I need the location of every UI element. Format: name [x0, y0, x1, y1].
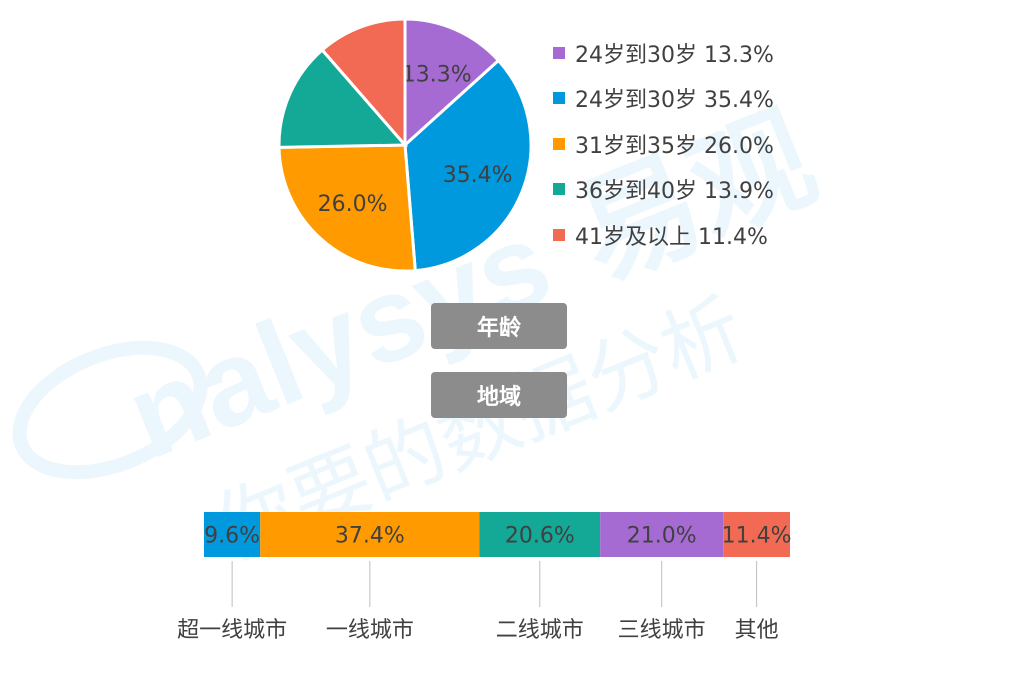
pie-slice — [403, 17, 501, 149]
legend-label: 24岁到30岁 13.3% — [575, 42, 774, 68]
legend-swatch — [553, 137, 565, 150]
legend-item: 41岁及以上 11.4% — [553, 212, 774, 258]
legend-label: 36岁到40岁 13.9% — [575, 179, 774, 205]
legend-swatch — [553, 92, 565, 105]
pie-slice — [277, 47, 409, 149]
legend-swatch — [553, 183, 565, 196]
region-section-label: 地域 — [431, 372, 567, 418]
pie-slice — [403, 58, 533, 273]
age-section-label: 年龄 — [431, 303, 567, 349]
watermark-logo-ring — [12, 340, 208, 480]
legend-label: 24岁到30岁 35.4% — [575, 88, 774, 114]
pie-slice — [277, 143, 417, 273]
age-pie-chart: 13.3% 35.4% 26.0% — [277, 17, 533, 273]
pie-data-label: 26.0% — [318, 192, 388, 217]
pie-data-label: 35.4% — [443, 163, 513, 188]
pie-slice — [320, 17, 407, 150]
age-legend: 24岁到30岁 13.3% 24岁到30岁 35.4% 31岁到35岁 26.0% 3… — [553, 30, 774, 258]
legend-swatch — [553, 46, 565, 59]
legend-label: 41岁及以上 11.4% — [575, 224, 768, 250]
legend-item: 36岁到40岁 13.9% — [553, 167, 774, 213]
pie-data-label: 13.3% — [402, 63, 472, 88]
legend-item: 24岁到30岁 13.3% — [553, 30, 774, 76]
legend-item: 31岁到35岁 26.0% — [553, 121, 774, 167]
legend-item: 24岁到30岁 35.4% — [553, 76, 774, 122]
legend-swatch — [553, 228, 565, 241]
legend-label: 31岁到35岁 26.0% — [575, 133, 774, 159]
